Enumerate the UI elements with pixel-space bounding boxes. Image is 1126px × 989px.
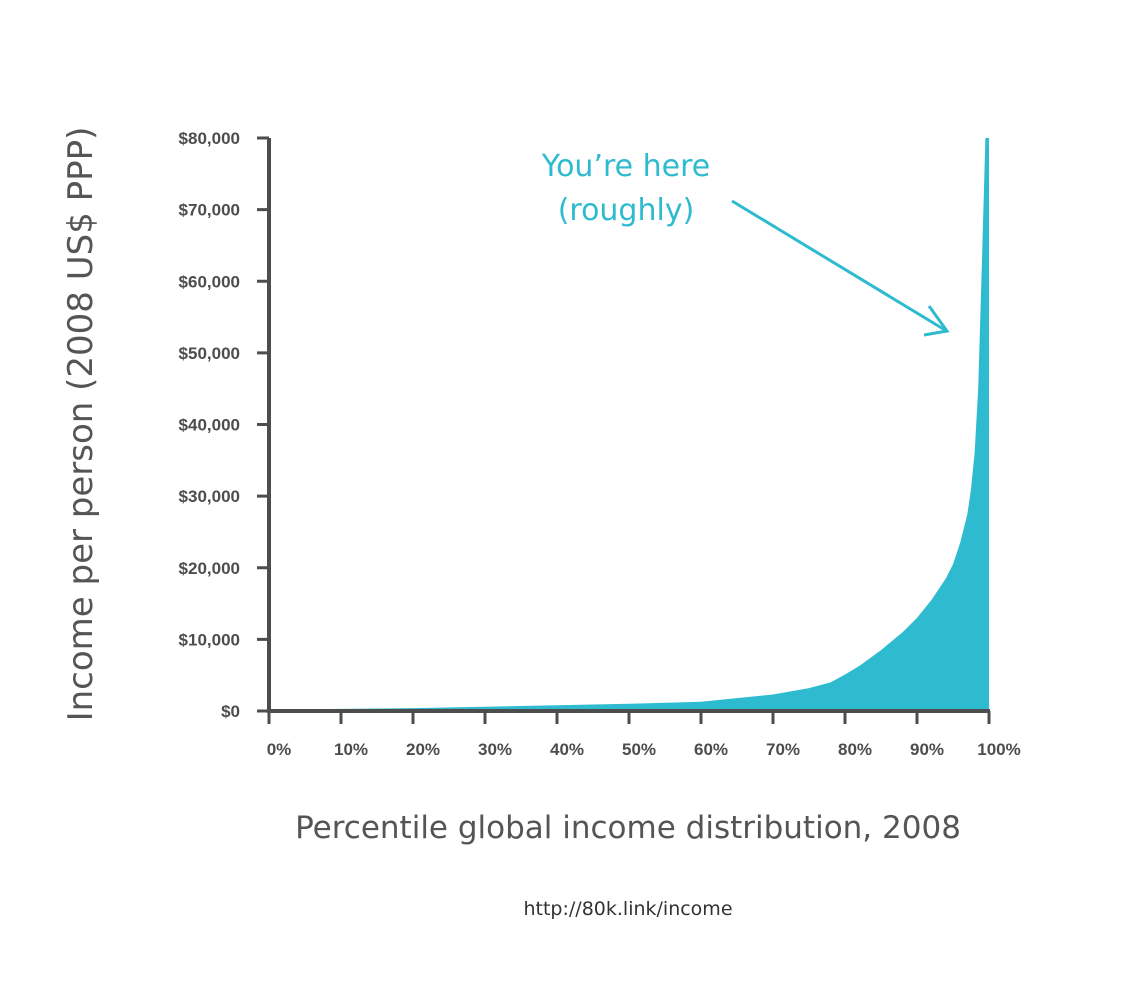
y-tick-label: $60,000 <box>179 272 240 291</box>
y-tick-label: $20,000 <box>179 559 240 578</box>
x-tick-label: 100% <box>977 740 1020 759</box>
y-tick-label: $70,000 <box>179 201 240 220</box>
x-tick-label: 30% <box>478 740 512 759</box>
x-ticks: 0% 10% 20% 30% 40% 50% 60% 70% 80% 90% 100% <box>267 711 1021 759</box>
x-axis-title: Percentile global income distribution, 2… <box>295 810 961 846</box>
annotation-line-2: (roughly) <box>558 193 695 228</box>
x-tick-label: 90% <box>910 740 944 759</box>
y-ticks: $0 $10,000 $20,000 $30,000 $40,000 $50,000 $60… <box>179 129 269 721</box>
annotation-line-1: You’re here <box>541 149 711 184</box>
x-tick-label: 60% <box>694 740 728 759</box>
y-axis-title: Income per person (2008 US$ PPP) <box>61 127 101 722</box>
x-tick-label: 0% <box>267 740 292 759</box>
x-tick-label: 50% <box>622 740 656 759</box>
y-tick-label: $50,000 <box>179 344 240 363</box>
y-tick-label: $40,000 <box>179 416 240 435</box>
y-tick-label: $0 <box>221 702 240 721</box>
annotation-arrowhead <box>923 305 950 337</box>
y-tick-label: $30,000 <box>179 487 240 506</box>
x-tick-label: 40% <box>550 740 584 759</box>
source-link[interactable]: http://80k.link/income <box>523 898 732 920</box>
annotation-arrow-shaft <box>731 199 946 332</box>
x-tick-label: 70% <box>766 740 800 759</box>
x-tick-label: 80% <box>838 740 872 759</box>
x-tick-label: 10% <box>334 740 368 759</box>
x-tick-label: 20% <box>406 740 440 759</box>
annotation: You’re here (roughly) <box>541 149 950 337</box>
y-tick-label: $10,000 <box>179 630 240 649</box>
income-area <box>269 138 989 711</box>
y-tick-label: $80,000 <box>179 129 240 148</box>
area-layer <box>269 138 989 711</box>
